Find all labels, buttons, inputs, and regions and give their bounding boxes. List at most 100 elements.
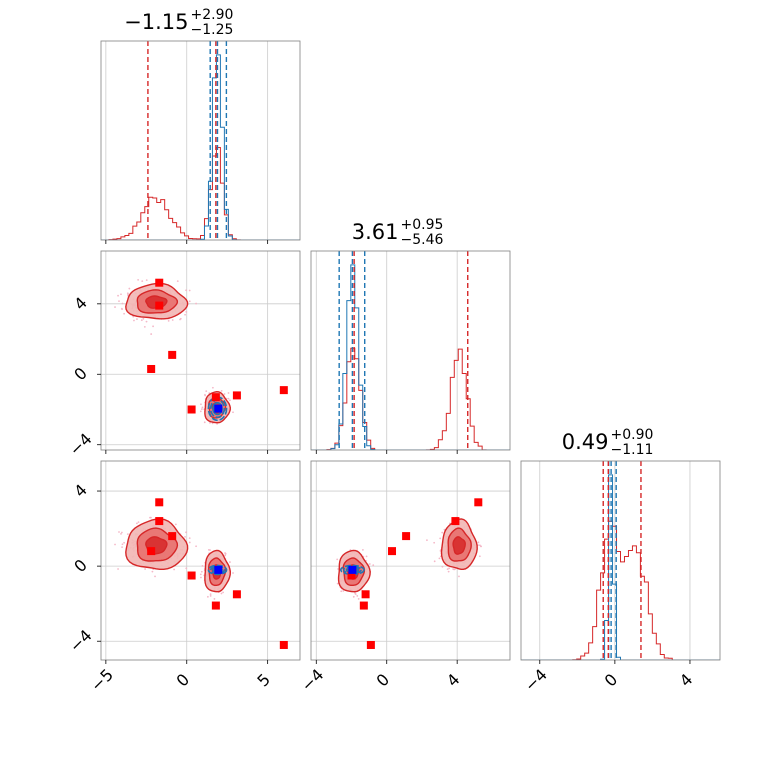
x-tick-label: 0: [601, 670, 622, 691]
blue-marker: [214, 565, 223, 574]
param-title-upper: +0.95: [401, 217, 444, 233]
panel-frame: [310, 250, 511, 451]
sample-point: [128, 287, 131, 290]
panel-0-0: [100, 40, 301, 244]
sample-point: [232, 411, 234, 414]
sample-point: [446, 568, 449, 571]
sample-point: [173, 568, 175, 571]
panel-2-0: [97, 460, 301, 664]
sample-point: [188, 541, 191, 544]
sample-point: [200, 408, 203, 411]
red-marker: [155, 278, 164, 287]
red-marker: [147, 364, 156, 373]
param-title-main: 0.49: [562, 430, 609, 454]
sample-point: [137, 278, 140, 281]
red-marker: [168, 532, 177, 541]
sample-point: [368, 563, 371, 565]
sample-point: [229, 561, 231, 563]
panel-frame: [100, 40, 301, 241]
sample-point: [200, 576, 202, 579]
sample-point: [220, 389, 223, 392]
red-density-contour: [452, 536, 466, 555]
sample-point: [143, 325, 146, 328]
sample-point: [232, 572, 234, 574]
sample-point: [357, 598, 360, 600]
red-marker: [211, 393, 220, 402]
red-marker: [211, 601, 220, 610]
sample-point: [340, 590, 343, 593]
sample-point: [433, 560, 436, 563]
x-tick-label: 5: [253, 670, 274, 691]
x-tick-label: 0: [373, 670, 394, 691]
sample-point: [121, 546, 123, 549]
sample-point: [150, 333, 153, 335]
sample-point: [438, 557, 441, 560]
blue-marker: [348, 565, 357, 574]
sample-point: [185, 531, 187, 534]
x-tick-label: 0: [173, 670, 194, 691]
sample-point: [188, 537, 191, 540]
x-tick-label: −5: [87, 665, 117, 695]
y-tick-label: 4: [70, 480, 91, 501]
sample-point: [213, 598, 216, 600]
sample-point: [127, 293, 129, 296]
panel-2-2: [520, 460, 721, 664]
y-tick-label: −4: [66, 626, 96, 656]
sample-point: [201, 565, 204, 567]
sample-point: [227, 392, 230, 394]
sample-point: [439, 537, 442, 540]
sample-point: [151, 570, 154, 573]
sample-point: [222, 591, 224, 594]
sample-point: [478, 555, 481, 558]
sample-point: [132, 315, 135, 318]
y-tick-label: 0: [70, 555, 91, 576]
param-title-lower: −1.11: [611, 442, 654, 458]
sample-point: [141, 280, 144, 283]
sample-point: [185, 567, 188, 570]
sample-point: [229, 399, 231, 402]
sample-point: [179, 317, 182, 320]
sample-point: [114, 543, 116, 546]
sample-point: [207, 548, 210, 551]
sample-point: [209, 595, 212, 597]
sample-point: [171, 319, 174, 321]
sample-point: [140, 319, 143, 322]
sample-point: [136, 522, 138, 525]
sample-point: [195, 302, 197, 305]
x-tick-label: 4: [443, 670, 464, 691]
panel-1-1: [310, 250, 511, 454]
sample-point: [200, 403, 202, 406]
red-histogram: [311, 347, 510, 450]
sample-point: [145, 279, 148, 282]
sample-point: [174, 523, 177, 526]
sample-point: [458, 575, 460, 578]
red-marker: [147, 547, 156, 556]
sample-point: [123, 312, 126, 315]
sample-point: [117, 568, 119, 570]
sample-point: [195, 545, 197, 548]
sample-point: [342, 590, 345, 592]
sample-point: [199, 410, 202, 413]
sample-point: [121, 302, 124, 305]
red-marker: [279, 640, 288, 649]
sample-point: [227, 397, 230, 400]
sample-point: [441, 531, 444, 534]
sample-point: [123, 541, 126, 544]
red-marker: [279, 386, 288, 395]
x-tick-label: −4: [521, 665, 551, 695]
sample-point: [149, 516, 151, 519]
sample-point: [426, 539, 428, 542]
red-marker: [347, 571, 356, 580]
sample-point: [453, 568, 456, 571]
red-marker: [155, 517, 164, 526]
sample-point: [223, 393, 226, 395]
sample-point: [117, 294, 119, 297]
sample-point: [145, 320, 148, 323]
sample-point: [188, 289, 191, 292]
sample-point: [206, 595, 209, 598]
sample-point: [144, 568, 147, 570]
red-marker: [232, 590, 241, 599]
red-marker: [359, 601, 368, 610]
param-title-upper: +2.90: [191, 7, 234, 23]
